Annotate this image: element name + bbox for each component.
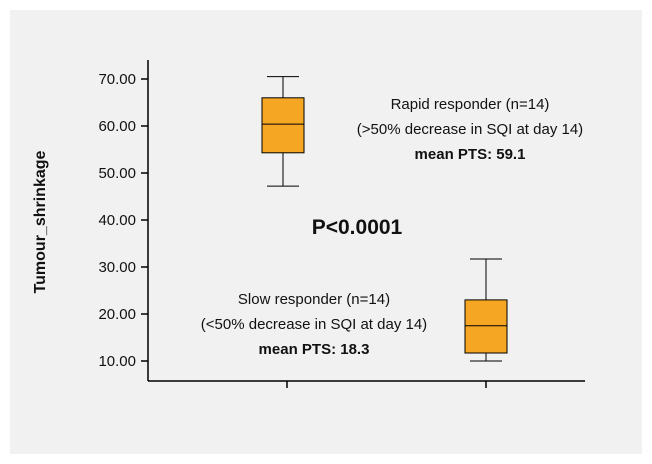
box-rapid-responder [261, 76, 305, 187]
rapid-annotation-line1: Rapid responder (n=14) [391, 96, 550, 113]
y-tick-label: 40.00 [98, 212, 136, 229]
chart-panel [10, 10, 642, 454]
y-axis-label: Tumour_shrinkage [32, 150, 49, 293]
slow-annotation-line3: mean PTS: 18.3 [259, 341, 370, 358]
y-tick-label: 30.00 [98, 259, 136, 276]
y-tick-label: 60.00 [98, 118, 136, 135]
y-ticks: 10.00 20.00 30.00 40.00 50.00 60.00 70.00 [98, 71, 148, 370]
y-tick-label: 10.00 [98, 353, 136, 370]
rapid-annotation-line3: mean PTS: 59.1 [415, 146, 526, 163]
slow-annotation-line1: Slow responder (n=14) [238, 291, 390, 308]
y-tick-label: 50.00 [98, 165, 136, 182]
box-2-body [464, 299, 508, 354]
slow-annotation-line2: (<50% decrease in SQI at day 14) [201, 316, 427, 333]
p-value-label: P<0.0001 [312, 216, 403, 239]
box-slow-responder [464, 258, 508, 362]
rapid-annotation-line2: (>50% decrease in SQI at day 14) [357, 121, 583, 138]
y-tick-label: 20.00 [98, 306, 136, 323]
box-1-body [261, 97, 305, 154]
y-tick-label: 70.00 [98, 71, 136, 88]
